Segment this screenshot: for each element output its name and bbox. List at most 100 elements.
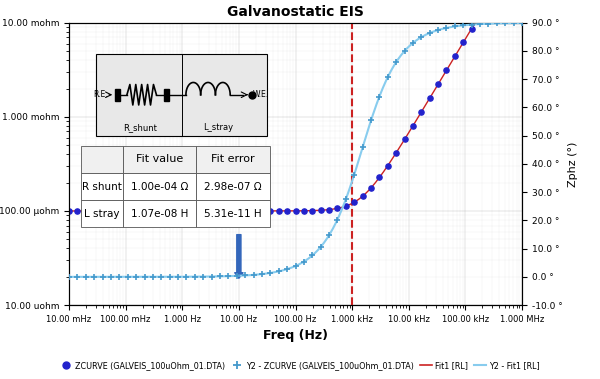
Text: R_shunt: R_shunt [123,123,157,132]
Point [165,274,175,280]
Point [199,208,208,214]
Point [416,34,426,40]
Point [341,196,350,202]
Point [182,208,191,214]
Point [173,274,183,280]
Point [274,268,284,274]
Point [366,117,376,124]
X-axis label: Freq (Hz): Freq (Hz) [263,329,328,342]
Point [307,252,317,258]
Point [215,208,225,214]
Y-axis label: Zphz (°): Zphz (°) [568,141,578,186]
Point [341,203,350,209]
Point [324,232,334,238]
Point [98,208,107,214]
Point [157,208,166,214]
Point [283,266,292,272]
Point [358,193,367,199]
Point [450,23,460,30]
Point [400,136,409,143]
Point [509,20,518,26]
Point [500,20,510,26]
Point [73,274,82,280]
Point [484,20,493,27]
Point [148,208,158,214]
Point [98,274,107,280]
Point [224,273,233,279]
Text: L_stray: L_stray [203,123,233,132]
Point [324,207,334,213]
Point [215,273,225,279]
Point [291,208,301,214]
Point [241,208,250,214]
Point [140,274,149,280]
Point [81,274,91,280]
Point [232,273,242,279]
Point [316,244,325,250]
Point [332,216,342,222]
Point [291,263,301,269]
Point [299,258,308,265]
Point [492,20,502,27]
Point [316,207,325,213]
Point [517,20,527,26]
Point [433,27,443,33]
Point [332,205,342,211]
Point [358,144,367,150]
Text: W.E.: W.E. [253,90,269,99]
Point [64,274,74,280]
Point [190,274,200,280]
Legend: ZCURVE (GALVEIS_100uOhm_01.DTA), Y2 - ZCURVE (GALVEIS_100uOhm_01.DTA), Fit1 [RL]: ZCURVE (GALVEIS_100uOhm_01.DTA), Y2 - ZC… [57,358,543,373]
Point [224,208,233,214]
Point [383,74,392,80]
Point [89,274,99,280]
Bar [115,89,120,101]
Point [106,274,116,280]
Point [89,208,99,214]
Point [458,22,468,28]
Point [467,25,476,31]
Point [425,95,434,101]
FancyBboxPatch shape [96,54,267,136]
Text: R.E.: R.E. [93,90,107,99]
Point [207,208,217,214]
Point [425,30,434,36]
Point [442,67,451,74]
Point [366,185,376,191]
Point [450,53,460,60]
Point [257,271,267,277]
Point [475,21,485,27]
Point [374,94,384,100]
Point [374,174,384,180]
Point [140,208,149,214]
Point [408,40,418,46]
Point [173,208,183,214]
Point [131,208,141,214]
Point [207,274,217,280]
Point [190,208,200,214]
Point [458,39,468,45]
Point [442,25,451,31]
Point [182,274,191,280]
Point [484,0,493,4]
Point [266,270,275,276]
Point [165,208,175,214]
Point [115,208,124,214]
Point [249,272,259,278]
Bar [164,89,169,101]
Point [475,11,485,17]
Point [349,199,359,205]
Point [467,22,476,28]
Point [249,208,259,214]
Point [199,274,208,280]
Point [123,274,133,280]
Point [81,208,91,214]
Point [241,273,250,279]
Point [299,208,308,214]
Point [73,208,82,214]
Point [400,48,409,54]
Point [433,81,443,87]
Point [157,274,166,280]
Point [131,274,141,280]
Point [391,59,401,65]
